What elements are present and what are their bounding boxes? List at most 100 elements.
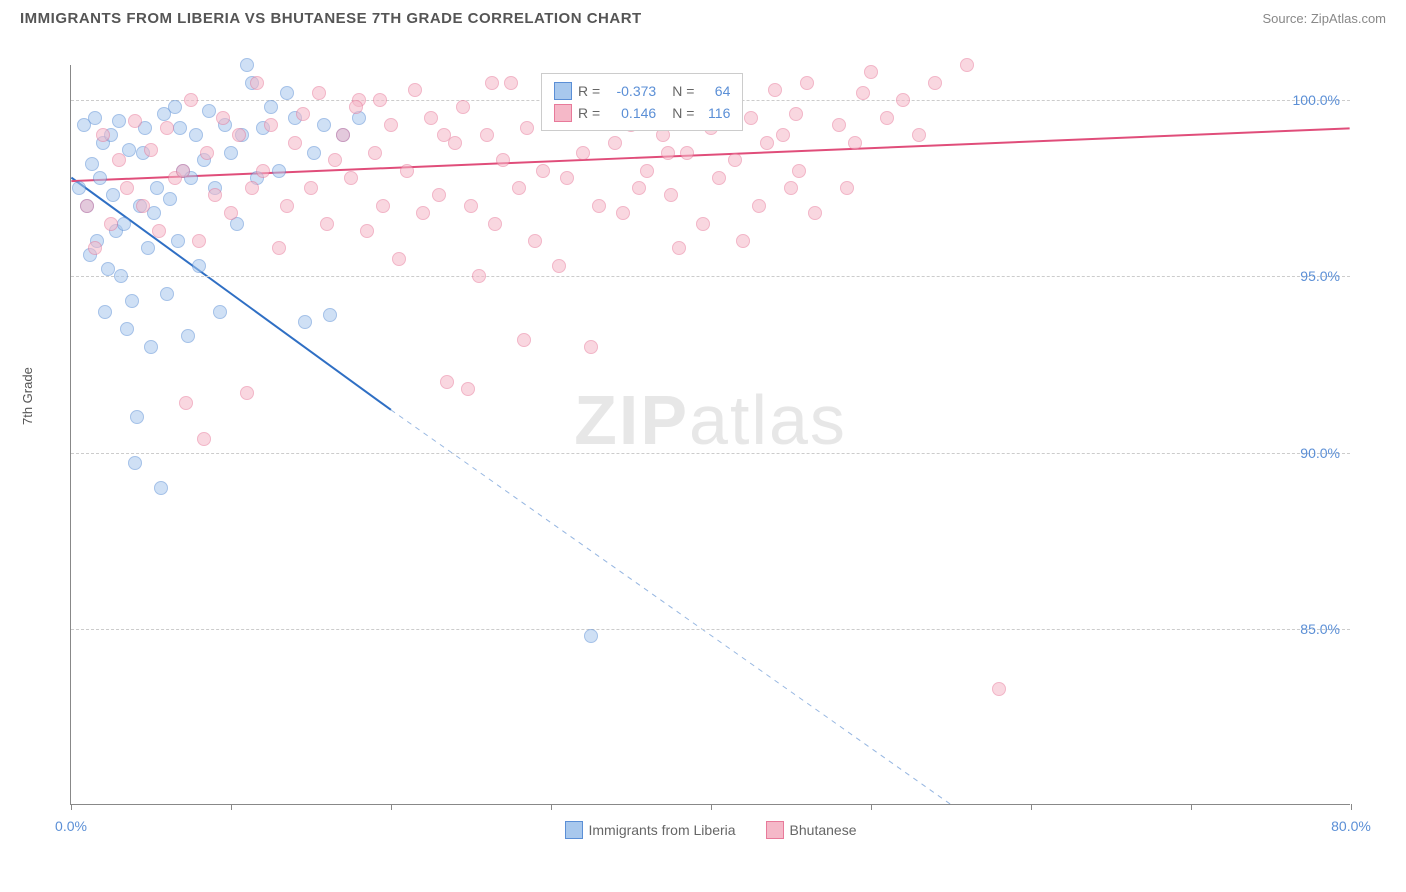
x-tick (1351, 804, 1352, 810)
data-point (880, 111, 894, 125)
data-point (163, 192, 177, 206)
data-point (485, 76, 499, 90)
data-point (832, 118, 846, 132)
legend-label: Bhutanese (790, 822, 857, 838)
data-point (136, 199, 150, 213)
data-point (216, 111, 230, 125)
data-point (152, 224, 166, 238)
data-point (528, 234, 542, 248)
data-point (368, 146, 382, 160)
series-legend: Immigrants from Liberia Bhutanese (565, 821, 857, 839)
data-point (504, 76, 518, 90)
legend-n-value: 116 (700, 105, 730, 121)
data-point (250, 76, 264, 90)
x-tick (1191, 804, 1192, 810)
data-point (106, 188, 120, 202)
data-point (192, 234, 206, 248)
data-point (432, 188, 446, 202)
data-point (640, 164, 654, 178)
data-point (616, 206, 630, 220)
data-point (304, 181, 318, 195)
data-point (144, 340, 158, 354)
data-point (560, 171, 574, 185)
data-point (768, 83, 782, 97)
data-point (336, 128, 350, 142)
data-point (840, 181, 854, 195)
data-point (512, 181, 526, 195)
data-point (88, 241, 102, 255)
data-point (661, 146, 675, 160)
data-point (232, 128, 246, 142)
data-point (728, 153, 742, 167)
data-point (552, 259, 566, 273)
x-tick (551, 804, 552, 810)
data-point (789, 107, 803, 121)
data-point (264, 100, 278, 114)
data-point (197, 432, 211, 446)
data-point (224, 146, 238, 160)
data-point (280, 86, 294, 100)
data-point (960, 58, 974, 72)
data-point (128, 456, 142, 470)
data-point (696, 217, 710, 231)
data-point (272, 164, 286, 178)
data-point (112, 153, 126, 167)
data-point (632, 181, 646, 195)
y-tick-label: 100.0% (1293, 92, 1340, 108)
legend-item: Bhutanese (766, 821, 857, 839)
data-point (280, 199, 294, 213)
data-point (584, 340, 598, 354)
legend-r-value: 0.146 (606, 105, 656, 121)
legend-r-value: -0.373 (606, 83, 656, 99)
data-point (517, 333, 531, 347)
data-point (536, 164, 550, 178)
data-point (576, 146, 590, 160)
x-tick (711, 804, 712, 810)
watermark: ZIPatlas (574, 380, 847, 460)
legend-n-label: N = (672, 105, 694, 121)
data-point (160, 287, 174, 301)
grid-line (71, 453, 1350, 454)
y-tick-label: 85.0% (1300, 621, 1340, 637)
data-point (85, 157, 99, 171)
data-point (392, 252, 406, 266)
data-point (176, 164, 190, 178)
data-point (437, 128, 451, 142)
data-point (472, 269, 486, 283)
data-point (328, 153, 342, 167)
legend-row: R = -0.373 N = 64 (554, 80, 730, 102)
data-point (240, 386, 254, 400)
data-point (712, 171, 726, 185)
data-point (104, 217, 118, 231)
data-point (213, 305, 227, 319)
legend-n-label: N = (672, 83, 694, 99)
data-point (744, 111, 758, 125)
data-point (416, 206, 430, 220)
data-point (424, 111, 438, 125)
data-point (256, 164, 270, 178)
x-tick (391, 804, 392, 810)
data-point (323, 308, 337, 322)
data-point (179, 396, 193, 410)
data-point (344, 171, 358, 185)
data-point (373, 93, 387, 107)
data-point (608, 136, 622, 150)
data-point (200, 146, 214, 160)
data-point (488, 217, 502, 231)
x-tick (231, 804, 232, 810)
legend-label: Immigrants from Liberia (589, 822, 736, 838)
data-point (320, 217, 334, 231)
data-point (208, 188, 222, 202)
data-point (154, 481, 168, 495)
data-point (848, 136, 862, 150)
data-point (672, 241, 686, 255)
data-point (912, 128, 926, 142)
data-point (93, 171, 107, 185)
data-point (101, 262, 115, 276)
data-point (520, 121, 534, 135)
data-point (752, 199, 766, 213)
x-tick (1031, 804, 1032, 810)
data-point (400, 164, 414, 178)
data-point (736, 234, 750, 248)
correlation-legend: R = -0.373 N = 64 R = 0.146 N = 116 (541, 73, 743, 131)
